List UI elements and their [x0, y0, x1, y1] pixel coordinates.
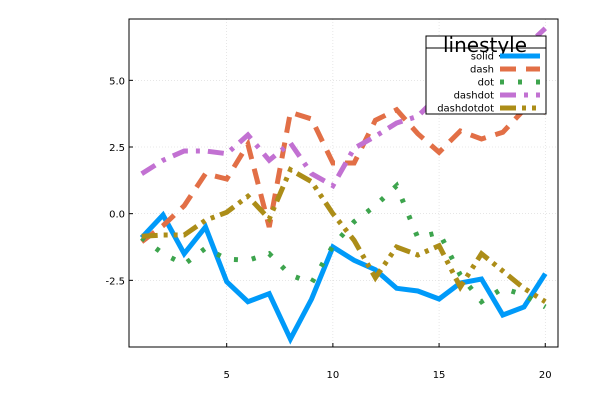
y-tick-label-1: 0.0	[109, 210, 125, 221]
tick-labels: 5 10 15 20 -2.5 0.0 2.5 5.0	[105, 76, 551, 381]
legend-label-dashdot: dashdot	[454, 91, 494, 102]
y-tick-label-3: 5.0	[109, 76, 125, 87]
series-line-dot	[140, 181, 547, 310]
plot-frame	[128, 18, 559, 348]
x-tick-label-2: 15	[433, 370, 446, 381]
series-line-dashdotdot	[141, 166, 547, 304]
legend-label-dash: dash	[470, 65, 494, 76]
legend-title: linestyle	[443, 33, 527, 57]
legend-label-dashdotdot: dashdotdot	[437, 104, 494, 115]
x-tick-label-1: 10	[327, 370, 340, 381]
series-line-solid	[139, 210, 548, 345]
y-tick-label-0: -2.5	[105, 276, 125, 287]
axes	[128, 18, 559, 348]
legend-label-solid: solid	[471, 52, 494, 63]
x-tick-label-3: 20	[539, 370, 552, 381]
legend-label-dot: dot	[478, 78, 494, 89]
series-line-dash	[140, 106, 546, 244]
x-tick-label-0: 5	[224, 370, 230, 381]
y-tick-label-2: 2.5	[109, 143, 125, 154]
legend-box	[425, 35, 547, 115]
